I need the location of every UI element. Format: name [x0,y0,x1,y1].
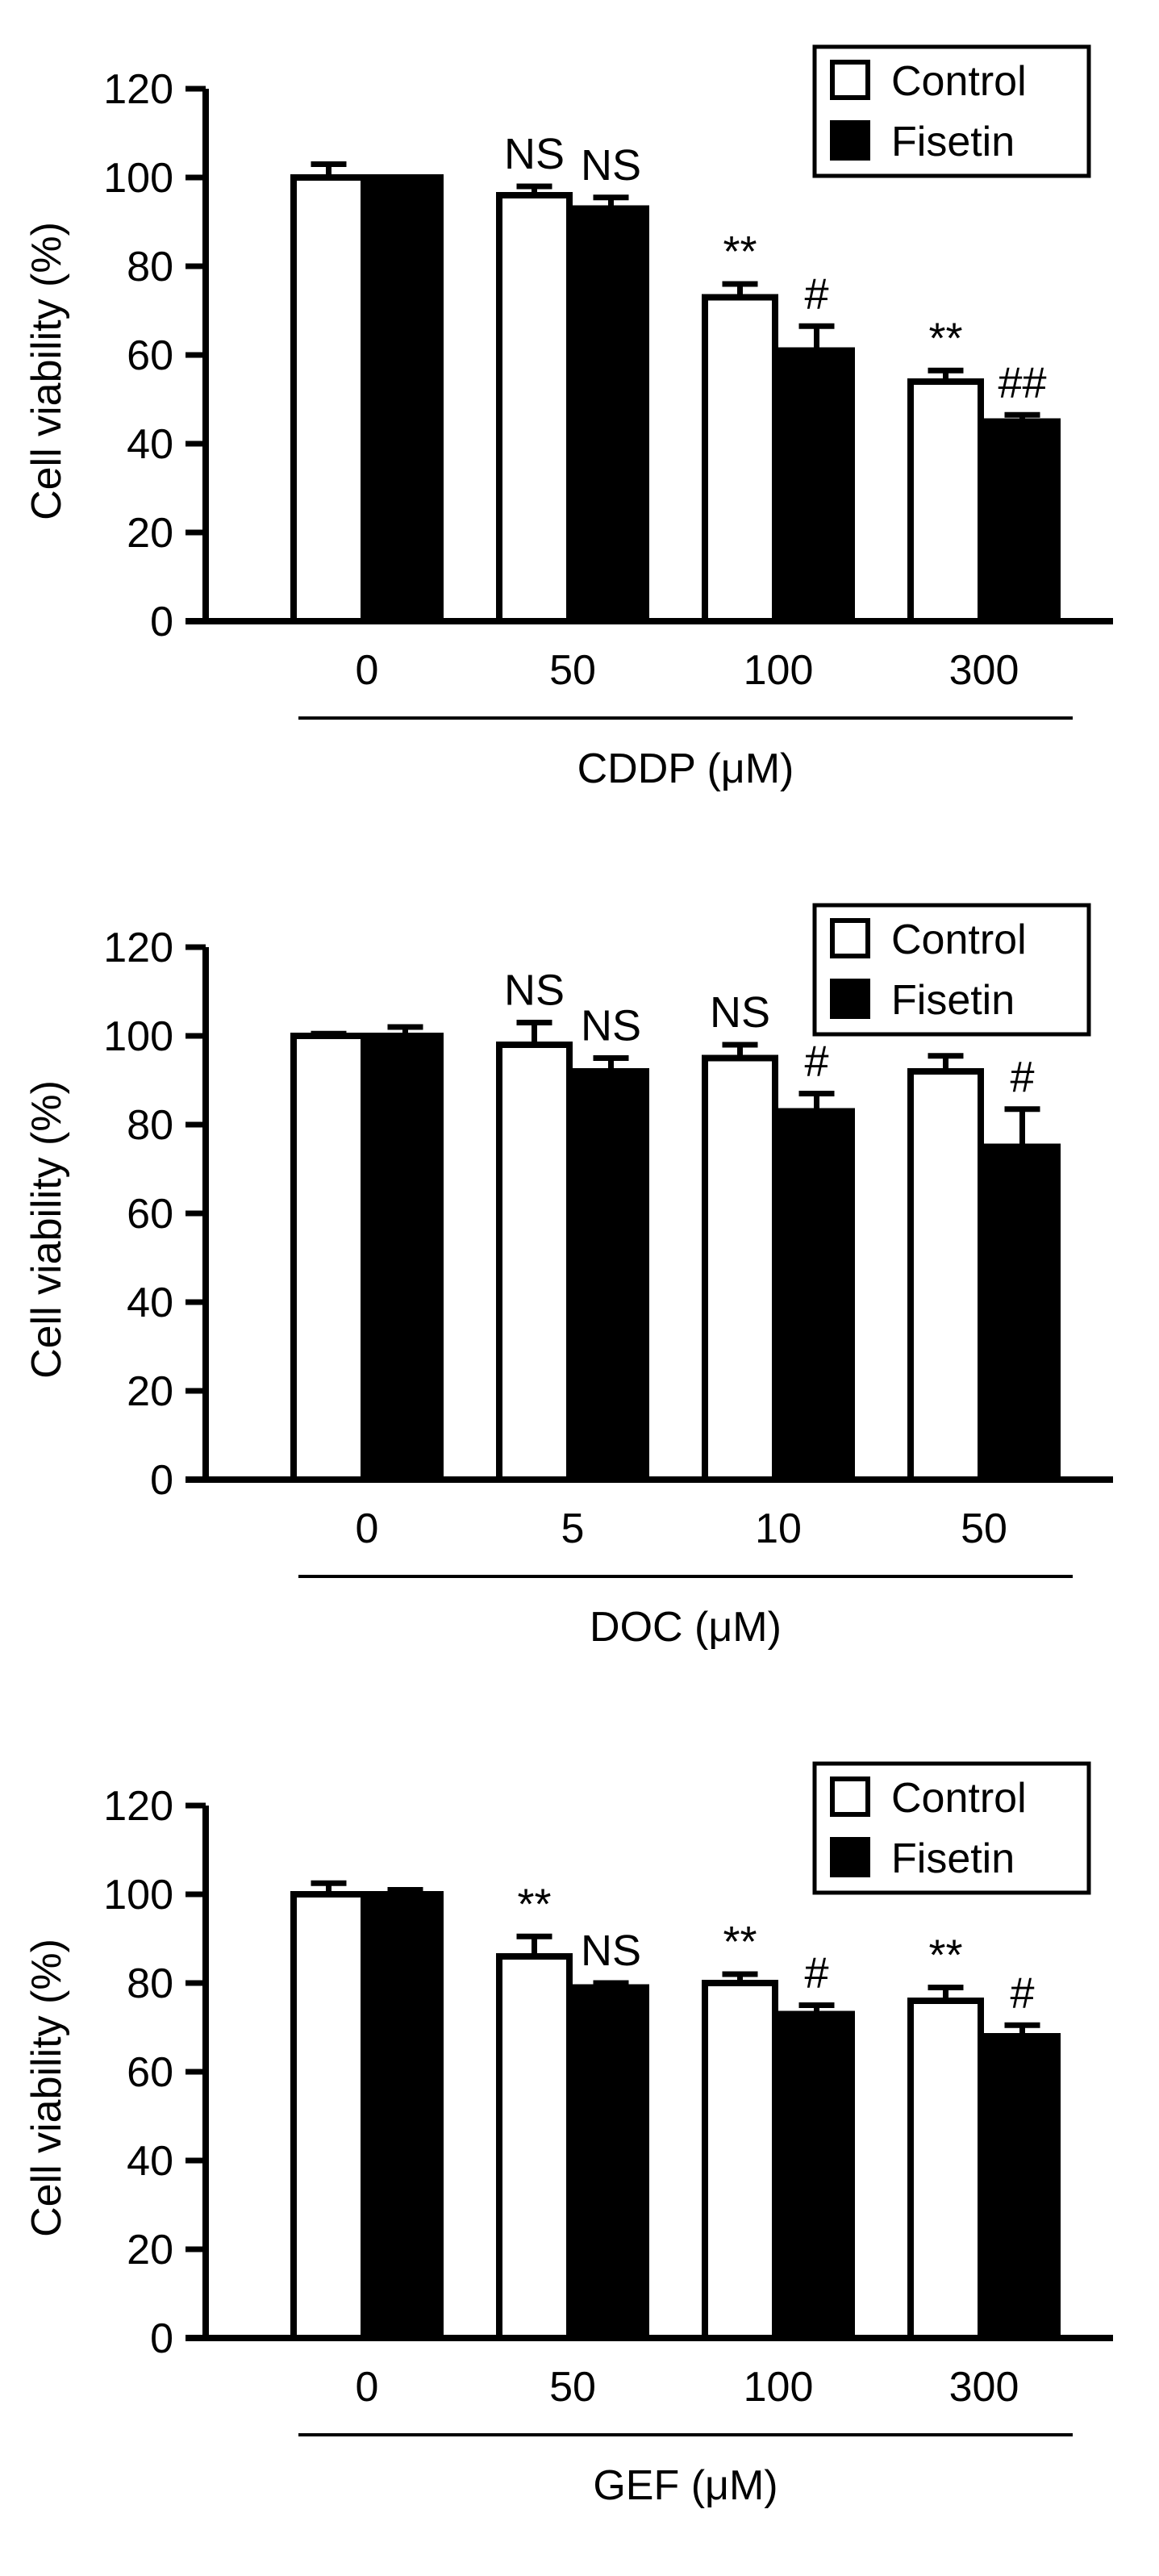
bar-fisetin [984,2033,1061,2341]
significance-label: # [804,1037,828,1086]
y-tick-label: 60 [127,332,173,379]
bar-fisetin [573,205,649,624]
y-tick-label: 80 [127,1960,173,2007]
bar-fisetin [573,1068,649,1483]
bar-control [290,1033,367,1483]
legend-label-fisetin: Fisetin [891,977,1015,1024]
y-axis-title: Cell viability (%) [23,222,70,520]
x-category-label: 50 [549,2364,596,2411]
bar-control [907,1068,984,1483]
bar-control [290,1891,367,2341]
bar-fisetin [984,418,1061,624]
legend-swatch-fisetin [830,979,870,1019]
significance-label: NS [581,1927,641,1975]
significance-label: # [804,269,828,318]
bar-fisetin [573,1984,649,2341]
significance-label: NS [504,967,565,1015]
bar-fisetin [778,2010,855,2341]
y-axis-title: Cell viability (%) [23,1080,70,1379]
y-axis-title: Cell viability (%) [23,1939,70,2237]
bar-fisetin [367,1891,444,2341]
y-tick-label: 100 [103,1013,173,1060]
x-category-label: 50 [961,1505,1007,1552]
legend-label-control: Control [891,1775,1027,1822]
bar-control [907,378,984,624]
x-category-label: 10 [755,1505,802,1552]
bar-fisetin [367,174,444,624]
bar-control [907,1998,984,2341]
y-tick-label: 40 [127,421,173,468]
bar-fisetin [984,1143,1061,1483]
significance-label: # [1010,1053,1034,1101]
x-category-label: 300 [949,647,1019,694]
significance-label: ** [723,228,757,276]
x-category-label: 5 [561,1505,585,1552]
significance-label: NS [504,130,565,178]
x-category-label: 100 [744,647,814,694]
legend-label-fisetin: Fisetin [891,1835,1015,1882]
y-tick-label: 0 [150,1457,173,1504]
x-category-label: 0 [356,647,379,694]
y-tick-label: 80 [127,244,173,290]
legend-swatch-control [830,918,870,958]
x-axis-title: CDDP (μM) [577,745,794,792]
legend-swatch-fisetin [830,120,870,161]
y-tick-label: 80 [127,1102,173,1149]
legend-label-control: Control [891,58,1027,105]
bar-control [496,192,573,624]
y-tick-label: 120 [103,925,173,971]
y-tick-label: 0 [150,599,173,645]
y-tick-label: 40 [127,2138,173,2185]
y-tick-label: 60 [127,2049,173,2096]
legend-swatch-control [830,1776,870,1817]
y-tick-label: 20 [127,510,173,557]
x-category-label: 0 [356,2364,379,2411]
y-tick-label: 100 [103,155,173,202]
bar-control [702,1980,778,2341]
significance-label: # [1010,1969,1034,2017]
y-tick-label: 20 [127,1368,173,1415]
significance-label: ** [517,1880,551,1928]
bar-control [702,1054,778,1483]
x-axis-title: GEF (μM) [593,2462,778,2509]
legend-swatch-fisetin [830,1837,870,1877]
significance-label: ** [928,1931,962,1980]
y-tick-label: 60 [127,1191,173,1238]
x-axis-title: DOC (μM) [590,1604,782,1651]
x-category-label: 300 [949,2364,1019,2411]
y-tick-label: 40 [127,1280,173,1326]
bar-control [702,294,778,624]
y-tick-label: 100 [103,1872,173,1918]
chart-panel-cddp: NS ** ** NS # ## 0 20 40 60 80 100 120 0 50 100 300 CDDP … [0,0,1159,858]
chart-panel-gef: ** ** ** NS # #0 20 40 60 80 100 120 0 50 100 300 GEF (μ… [0,1717,1159,2575]
significance-label: ** [723,1918,757,1966]
significance-label: NS [710,988,770,1037]
x-category-label: 0 [356,1505,379,1552]
bar-fisetin [778,1108,855,1483]
significance-label: NS [581,1002,641,1050]
bar-control [496,1953,573,2341]
bar-fisetin [778,347,855,624]
bar-control [290,174,367,624]
legend-label-fisetin: Fisetin [891,119,1015,165]
bar-chart-gef: ** ** ** NS # #0 20 40 60 80 100 120 0 50 100 300 GEF (μ… [23,1761,1113,2509]
y-tick-label: 20 [127,2227,173,2273]
significance-label: # [804,1949,828,1998]
bar-fisetin [367,1033,444,1483]
y-tick-label: 120 [103,1783,173,1830]
y-tick-label: 0 [150,2315,173,2362]
x-category-label: 100 [744,2364,814,2411]
x-category-label: 50 [549,647,596,694]
significance-label: ## [998,358,1046,407]
legend-swatch-control [830,60,870,100]
significance-label: ** [928,314,962,362]
significance-label: NS [581,141,641,190]
legend-label-control: Control [891,916,1027,963]
y-tick-label: 120 [103,66,173,113]
bar-control [496,1042,573,1483]
